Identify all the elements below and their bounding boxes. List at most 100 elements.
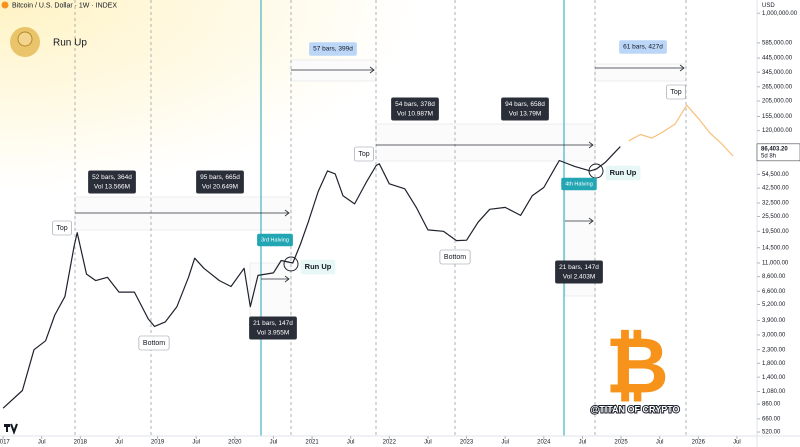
annotation-text: 61 bars, 427d: [623, 44, 663, 51]
y-tick-label: 54,500.00: [762, 172, 789, 178]
zone: [290, 59, 377, 82]
annotation-text: 95 bars, 665d: [200, 174, 240, 181]
annotation: 61 bars, 427d: [619, 40, 667, 54]
annotation: Top: [52, 220, 72, 236]
arrow: [291, 66, 375, 74]
y-tick-label: 1,400.00: [762, 375, 786, 381]
x-tick-label: 2025: [614, 440, 628, 446]
annotation-text: Top: [358, 151, 369, 158]
annotation-text: 4th Halving: [565, 181, 593, 187]
annotation-box: [619, 40, 667, 54]
plot: [2, 104, 734, 409]
x-tick-label: Jul: [501, 440, 509, 446]
annotation-box: [439, 249, 471, 265]
annotation: Top: [666, 84, 686, 100]
annotation-text: Vol 13.79M: [509, 110, 542, 117]
x-tick-label: 2017: [0, 440, 10, 446]
y-tick-label: 1,080.00: [762, 389, 786, 395]
y-axis-panel: [757, 0, 800, 447]
x-tick-label: 2026: [692, 440, 706, 446]
annotation: Bottom: [138, 335, 170, 351]
y-tick-label: 860.00: [762, 402, 781, 408]
x-tick-label: Jul: [270, 440, 278, 446]
avatar-face: [17, 31, 33, 47]
annotation-text: 52 bars, 364d: [92, 174, 132, 181]
x-tick-label: 2020: [228, 440, 242, 446]
x-tick-label: Jul: [424, 440, 432, 446]
annotation-box: [249, 316, 297, 340]
bitcoin-symbol: ₿: [605, 322, 669, 410]
zone: [594, 63, 687, 82]
y-tick-label: 120,000.00: [762, 128, 793, 134]
annotation-text: Bottom: [143, 340, 165, 347]
annotation: Run Up: [300, 259, 336, 275]
zone: [375, 123, 596, 162]
x-tick-label: 2023: [460, 440, 474, 446]
annotation-box: [354, 146, 374, 162]
annotation-box: [300, 259, 336, 275]
x-tick-label: Jul: [579, 440, 587, 446]
annotation: 52 bars, 364d Vol 13.566M: [88, 170, 136, 194]
price-line: [628, 104, 734, 157]
annotation-text: 3rd Halving: [261, 237, 289, 243]
annotation-box: [257, 233, 293, 247]
annotation-text: 57 bars, 399d: [313, 46, 353, 53]
annotation-text: 21 bars, 147d: [253, 320, 293, 327]
y-tick-label: 205,000.00: [762, 99, 793, 105]
annotation-text: 54 bars, 378d: [395, 101, 435, 108]
x-tick-label: Jul: [656, 440, 664, 446]
annotation-box: [88, 170, 136, 194]
axes: 1,000,000.00 585,000.00 445,000.00 345,000.…: [0, 11, 800, 446]
zone: [74, 196, 292, 231]
countdown: 5d 8h: [761, 153, 776, 159]
tv-logo: [4, 423, 18, 435]
annotation-box: [52, 220, 72, 236]
arrow: [595, 64, 685, 72]
x-tick-label: Jul: [38, 440, 46, 446]
annotation-box: [555, 260, 603, 284]
annotations: Top 52 bars, 364d Vol 13.566M 95 bars, 665d…: [52, 40, 686, 351]
y-tick-label: 155,000.00: [762, 114, 793, 120]
annotation: 21 bars, 147d Vol 2.403M: [555, 260, 603, 284]
annotation: 4th Halving: [561, 177, 597, 191]
annotation: 3rd Halving: [257, 233, 293, 247]
y-tick-label: 3,900.00: [762, 318, 786, 324]
annotation-text: Bottom: [444, 254, 466, 261]
annotation-box: [501, 97, 549, 121]
x-tick-label: 2018: [74, 440, 88, 446]
x-tick-label: 2021: [305, 440, 319, 446]
y-tick-label: 32,500.00: [762, 201, 789, 207]
price-tag-label: 86,403.20: [761, 146, 788, 152]
annotation: 95 bars, 665d Vol 20.649M: [196, 170, 244, 194]
annotation: Run Up: [605, 165, 641, 181]
y-tick-label: 345,000.00: [762, 70, 793, 76]
glow: [0, 0, 420, 190]
annotation-box: [561, 177, 597, 191]
zones: [74, 59, 687, 319]
annotation: Top: [354, 146, 374, 162]
tv-logo-part: [10, 423, 18, 435]
annotation-text: Run Up: [305, 262, 332, 271]
y-tick-label: 520.00: [762, 430, 781, 436]
annotation-box: [309, 42, 357, 56]
annotation-text: Vol 20.649M: [202, 183, 238, 190]
y-tick-label: 660.00: [762, 416, 781, 422]
annotation: 94 bars, 658d Vol 13.79M: [501, 97, 549, 121]
y-tick-label: 8,600.00: [762, 274, 786, 280]
annotation: Bottom: [439, 249, 471, 265]
currency: USD: [762, 3, 775, 9]
x-tick-label: 2022: [383, 440, 397, 446]
annotation-text: 21 bars, 147d: [559, 264, 599, 271]
y-tick-label: 14,500.00: [762, 245, 789, 251]
arrow: [376, 141, 594, 149]
annotation-text: Run Up: [610, 168, 637, 177]
y-tick-label: 6,600.00: [762, 289, 786, 295]
watermark: @TITAN OF CRYPTO: [590, 404, 679, 414]
annotation-text: Top: [56, 225, 67, 232]
y-tick-label: 265,000.00: [762, 84, 793, 90]
price-tag: [756, 143, 800, 162]
annotation: 54 bars, 378d Vol 10.987M: [391, 97, 439, 121]
arrow: [75, 209, 290, 217]
run-up-circle: [283, 256, 299, 272]
y-tick-label: 2,300.00: [762, 347, 786, 353]
